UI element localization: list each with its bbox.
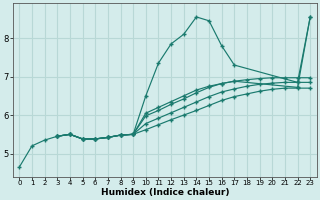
X-axis label: Humidex (Indice chaleur): Humidex (Indice chaleur) bbox=[100, 188, 229, 197]
